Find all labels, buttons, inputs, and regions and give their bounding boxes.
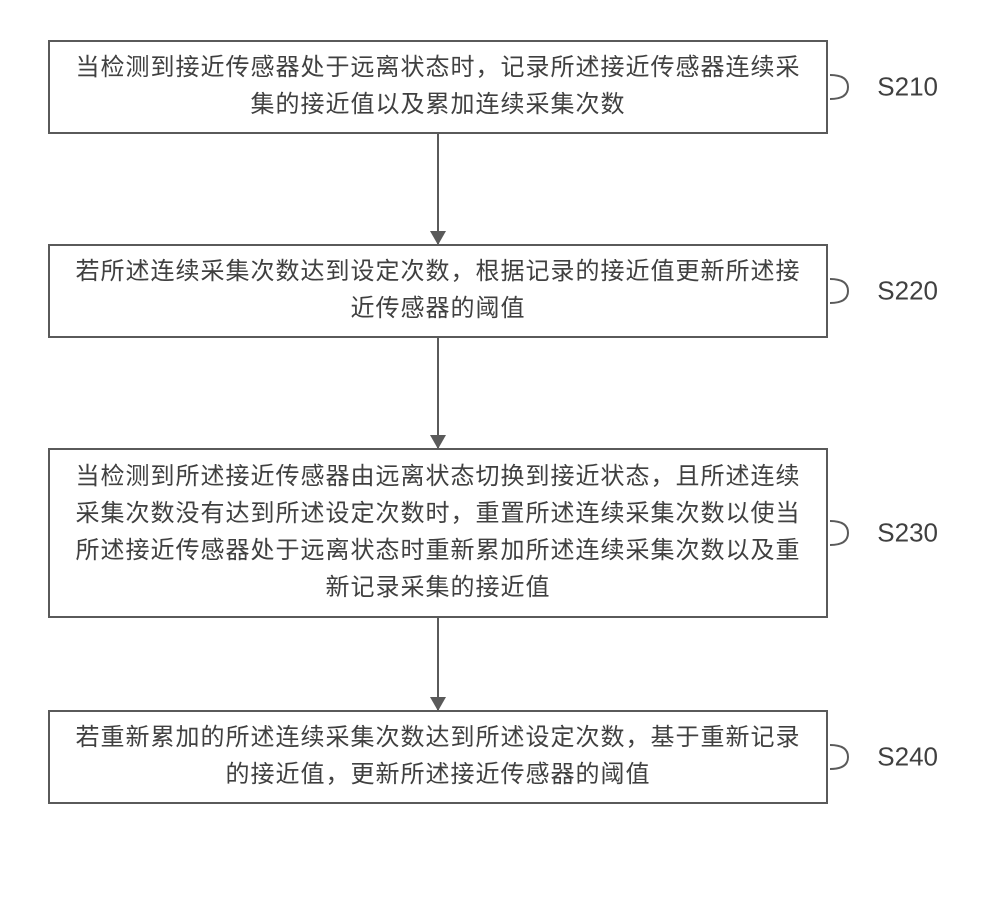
connector-curve [830,271,858,311]
step-text: 当检测到接近传感器处于远离状态时，记录所述接近传感器连续采集的接近值以及累加连续… [74,50,802,124]
step-box-s240: 若重新累加的所述连续采集次数达到所述设定次数，基于重新记录的接近值，更新所述接近… [48,710,828,804]
step-text: 若所述连续采集次数达到设定次数，根据记录的接近值更新所述接近传感器的阈值 [74,254,802,328]
arrow-s210-s220 [48,134,828,244]
step-text: 当检测到所述接近传感器由远离状态切换到接近状态，且所述连续采集次数没有达到所述设… [74,459,802,608]
connector-curve [830,737,858,777]
step-label: S220 [877,276,938,307]
step-box-s220: 若所述连续采集次数达到设定次数，根据记录的接近值更新所述接近传感器的阈值 S22… [48,244,828,338]
step-label: S210 [877,72,938,103]
step-text: 若重新累加的所述连续采集次数达到所述设定次数，基于重新记录的接近值，更新所述接近… [74,720,802,794]
arrow-s220-s230 [48,338,828,448]
step-box-s210: 当检测到接近传感器处于远离状态时，记录所述接近传感器连续采集的接近值以及累加连续… [48,40,828,134]
connector-curve [830,513,858,553]
step-box-s230: 当检测到所述接近传感器由远离状态切换到接近状态，且所述连续采集次数没有达到所述设… [48,448,828,618]
step-label: S230 [877,518,938,549]
connector-curve [830,67,858,107]
step-label: S240 [877,742,938,773]
arrow-s230-s240 [48,618,828,710]
flowchart-container: 当检测到接近传感器处于远离状态时，记录所述接近传感器连续采集的接近值以及累加连续… [48,40,948,804]
